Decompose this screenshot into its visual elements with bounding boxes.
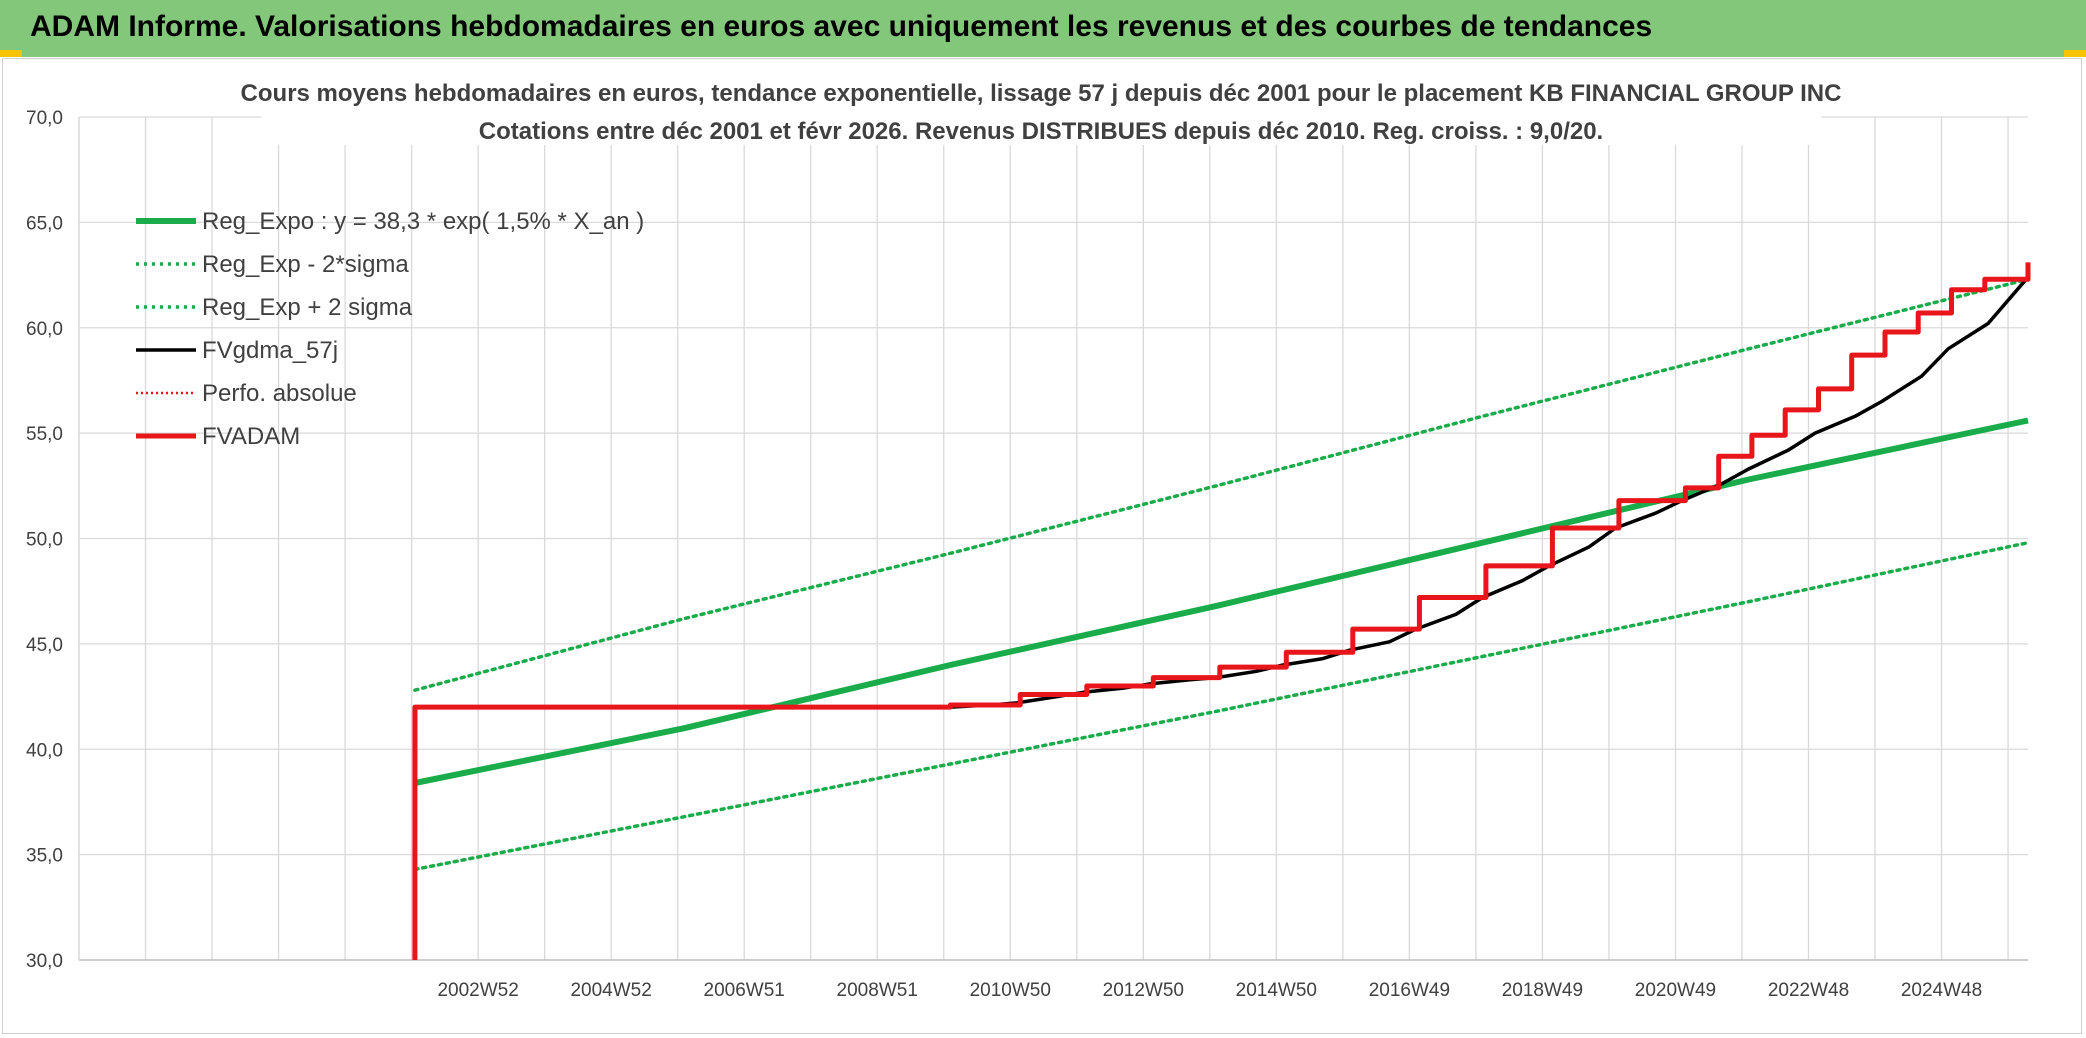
x-tick-label: 2012W50 <box>1103 980 1184 1001</box>
x-tick-label: 2006W51 <box>704 980 785 1001</box>
y-tick-label: 70,0 <box>26 108 63 129</box>
y-tick-label: 65,0 <box>26 213 63 234</box>
x-tick-label: 2004W52 <box>570 980 651 1001</box>
chart-title-box <box>261 61 1821 145</box>
x-tick-label: 2010W50 <box>970 980 1051 1001</box>
legend-label: Reg_Exp - 2*sigma <box>202 251 409 278</box>
y-tick-label: 60,0 <box>26 319 63 340</box>
series-line-6 <box>412 262 2031 960</box>
y-tick-label: 30,0 <box>26 951 63 972</box>
page-title: ADAM Informe. Valorisations hebdomadaire… <box>30 10 1653 43</box>
y-tick-label: 35,0 <box>26 846 63 867</box>
x-tick-label: 2002W52 <box>437 980 518 1001</box>
legend-label: FVgdma_57j <box>202 337 338 364</box>
banner-accent-right <box>2064 50 2086 57</box>
legend-label: Reg_Exp + 2 sigma <box>202 294 413 321</box>
x-tick-label: 2018W49 <box>1502 980 1583 1001</box>
legend-label: Reg_Expo : y = 38,3 * exp( 1,5% * X_an ) <box>202 208 644 235</box>
x-tick-label: 2016W49 <box>1369 980 1450 1001</box>
chart-frame: 30,0 35,0 40,0 45,0 50,0 55,0 60,0 65,0 70,0 2002… <box>2 58 2082 1034</box>
header-banner <box>0 0 2086 57</box>
y-tick-label: 40,0 <box>26 740 63 761</box>
legend-label: Perfo. absolue <box>202 380 357 407</box>
x-tick-label: 2014W50 <box>1236 980 1317 1001</box>
chart-title: Cours moyens hebdomadaires en euros, ten… <box>241 80 1842 107</box>
chart-subtitle: Cotations entre déc 2001 et févr 2026. R… <box>479 118 1603 145</box>
x-tick-label: 2024W48 <box>1901 980 1982 1001</box>
legend-label: FVADAM <box>202 423 300 450</box>
y-tick-label: 55,0 <box>26 424 63 445</box>
series-line-2 <box>413 540 2030 872</box>
series-line-4 <box>413 276 2030 961</box>
line-chart: 30,0 35,0 40,0 45,0 50,0 55,0 60,0 65,0 70,0 2002… <box>26 61 2031 1001</box>
x-tick-label: 2008W51 <box>837 980 918 1001</box>
banner-accent-left <box>0 50 22 57</box>
y-tick-label: 50,0 <box>26 530 63 551</box>
series-line-1 <box>414 417 2029 786</box>
x-tick-label: 2020W49 <box>1635 980 1716 1001</box>
y-tick-label: 45,0 <box>26 635 63 656</box>
series-line-3 <box>413 277 2030 692</box>
x-tick-label: 2022W48 <box>1768 980 1849 1001</box>
